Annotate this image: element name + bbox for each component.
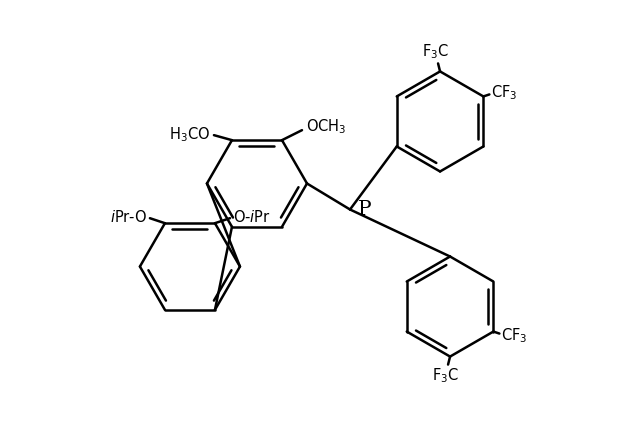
Text: CF$_3$: CF$_3$ [492,83,518,102]
Text: $i$Pr-O: $i$Pr-O [110,209,147,225]
Text: O-$i$Pr: O-$i$Pr [233,209,271,225]
Text: CF$_3$: CF$_3$ [501,326,528,345]
Text: OCH$_3$: OCH$_3$ [306,117,346,136]
Text: F$_3$C: F$_3$C [431,366,459,385]
Text: F$_3$C: F$_3$C [422,43,449,62]
Text: H$_3$CO: H$_3$CO [169,125,210,144]
Text: P: P [358,200,372,219]
